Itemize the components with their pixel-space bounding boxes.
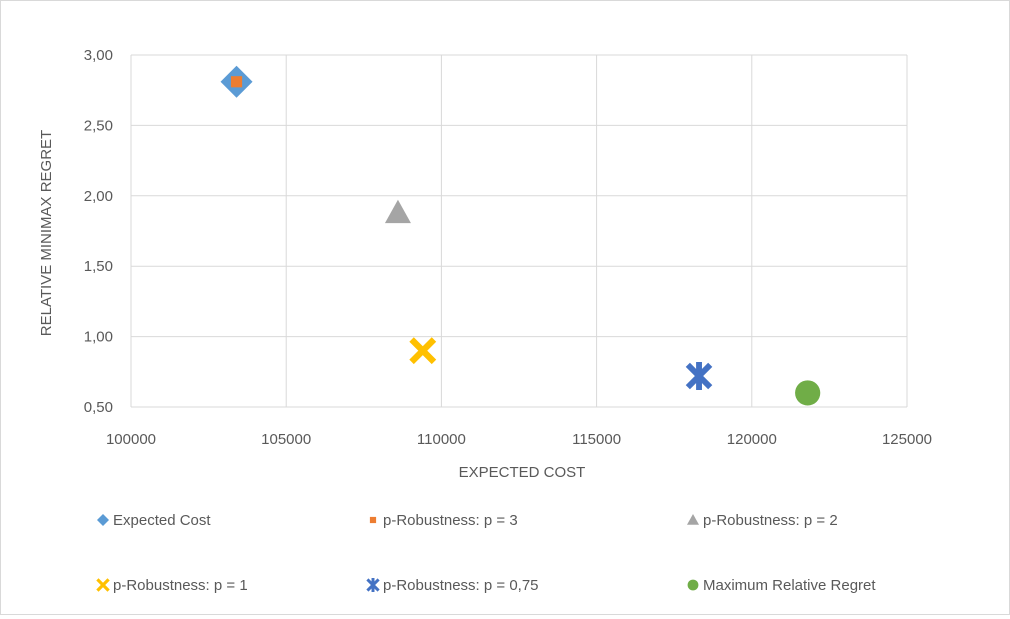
x-axis-ticks: 100000 105000 110000 115000 120000 125000: [106, 431, 932, 448]
y-axis-ticks: 0,50 1,00 1,50 2,00 2,50 3,00: [84, 47, 113, 416]
x-tick-label: 125000: [882, 431, 932, 448]
legend-entry-label: p-Robustness: p = 1: [113, 577, 248, 594]
legend-entry-label: p-Robustness: p = 2: [703, 512, 838, 529]
triangle-point: [384, 199, 411, 224]
x-tick-label: 105000: [261, 431, 311, 448]
y-tick-label: 2,50: [84, 117, 113, 134]
y-axis-title: RELATIVE MINIMAX REGRET: [38, 130, 55, 336]
x-axis-title: EXPECTED COST: [459, 464, 586, 481]
y-tick-label: 1,50: [84, 258, 113, 275]
star-point: [685, 362, 713, 391]
legend-entry-label: p-Robustness: p = 0,75: [383, 577, 539, 594]
x-tick-label: 115000: [572, 431, 621, 448]
y-tick-label: 0,50: [84, 399, 113, 416]
circle-legend-icon: [687, 579, 699, 591]
y-tick-label: 3,00: [84, 47, 113, 64]
square-point: [230, 76, 243, 88]
y-tick-label: 1,00: [84, 329, 113, 346]
x-point: [409, 337, 437, 365]
x-tick-label: 120000: [727, 431, 777, 448]
circle-point: [795, 380, 821, 406]
x-tick-label: 110000: [417, 431, 466, 448]
legend-entry-label: p-Robustness: p = 3: [383, 512, 518, 529]
diamond-legend-icon: [97, 514, 109, 526]
x-tick-label: 100000: [106, 431, 156, 448]
gridlines: [130, 54, 908, 408]
x-legend-icon: [96, 578, 110, 592]
legend-entry-label: Expected Cost: [113, 512, 211, 529]
square-legend-icon: [369, 516, 377, 524]
legend-entry-label: Maximum Relative Regret: [703, 577, 876, 594]
y-tick-label: 2,00: [84, 188, 113, 205]
data-points: [220, 65, 821, 406]
legend: Expected Cost p-Robustness: p = 3 p-Robust…: [96, 512, 876, 594]
star-legend-icon: [366, 578, 380, 592]
triangle-legend-icon: [687, 514, 699, 525]
